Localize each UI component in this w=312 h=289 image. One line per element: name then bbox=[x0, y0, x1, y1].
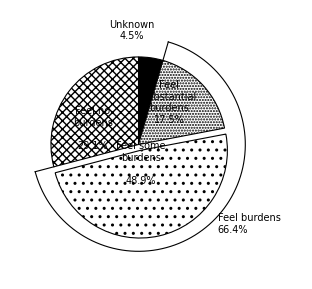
Wedge shape bbox=[139, 60, 225, 144]
Wedge shape bbox=[139, 57, 163, 144]
Text: Feel burdens
66.4%: Feel burdens 66.4% bbox=[218, 213, 281, 235]
Wedge shape bbox=[51, 57, 139, 167]
Text: Unknown
4.5%: Unknown 4.5% bbox=[109, 20, 154, 41]
Wedge shape bbox=[55, 134, 227, 238]
Text: Feel
substantial
burdens
17.5%: Feel substantial burdens 17.5% bbox=[142, 80, 196, 125]
Text: Feel some
burdens

48.9%: Feel some burdens 48.9% bbox=[116, 141, 166, 186]
Text: Feel no
burdens

29.1%: Feel no burdens 29.1% bbox=[73, 106, 113, 151]
